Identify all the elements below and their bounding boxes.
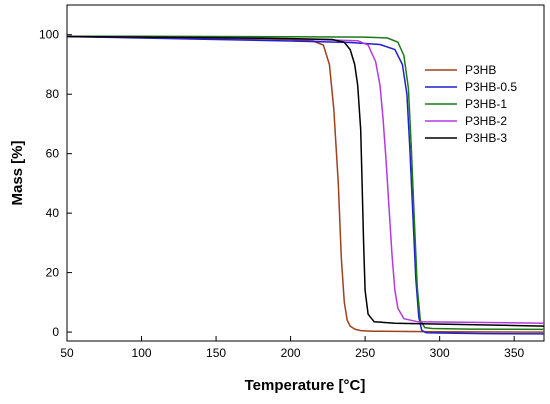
x-tick-label: 300 [430, 346, 450, 360]
series-line-p3hb-3 [66, 35, 545, 327]
legend-label: P3HB-1 [465, 97, 507, 111]
legend-label: P3HB-0.5 [465, 80, 517, 94]
x-tick-label: 100 [132, 346, 152, 360]
y-tick-label: 80 [46, 87, 60, 101]
legend-label: P3HB-3 [465, 131, 507, 145]
y-axis-ticks: 0 20 40 60 80 100 [39, 28, 72, 339]
series-line-p3hb-1 [67, 35, 545, 331]
legend: P3HB P3HB-0.5 P3HB-1 P3HB-2 P3HB-3 [425, 63, 517, 145]
x-tick-label: 250 [355, 346, 375, 360]
y-tick-label: 20 [46, 266, 60, 280]
legend-label: P3HB [465, 63, 496, 77]
y-tick-label: 100 [39, 28, 59, 42]
x-tick-label: 50 [60, 346, 74, 360]
series-line-p3hb-0-5 [66, 35, 545, 335]
x-axis-ticks: 50 100 150 200 250 300 350 [60, 336, 525, 360]
x-tick-label: 200 [281, 346, 301, 360]
y-tick-label: 60 [46, 147, 60, 161]
plot-area [66, 4, 545, 342]
x-axis-title: Temperature [°C] [245, 377, 366, 394]
y-tick-label: 40 [46, 206, 60, 220]
y-axis-title: Mass [%] [9, 140, 26, 205]
y-tick-label: 0 [52, 325, 59, 339]
x-tick-label: 350 [504, 346, 524, 360]
x-tick-label: 150 [206, 346, 226, 360]
series-lines [66, 35, 545, 335]
legend-label: P3HB-2 [465, 114, 507, 128]
